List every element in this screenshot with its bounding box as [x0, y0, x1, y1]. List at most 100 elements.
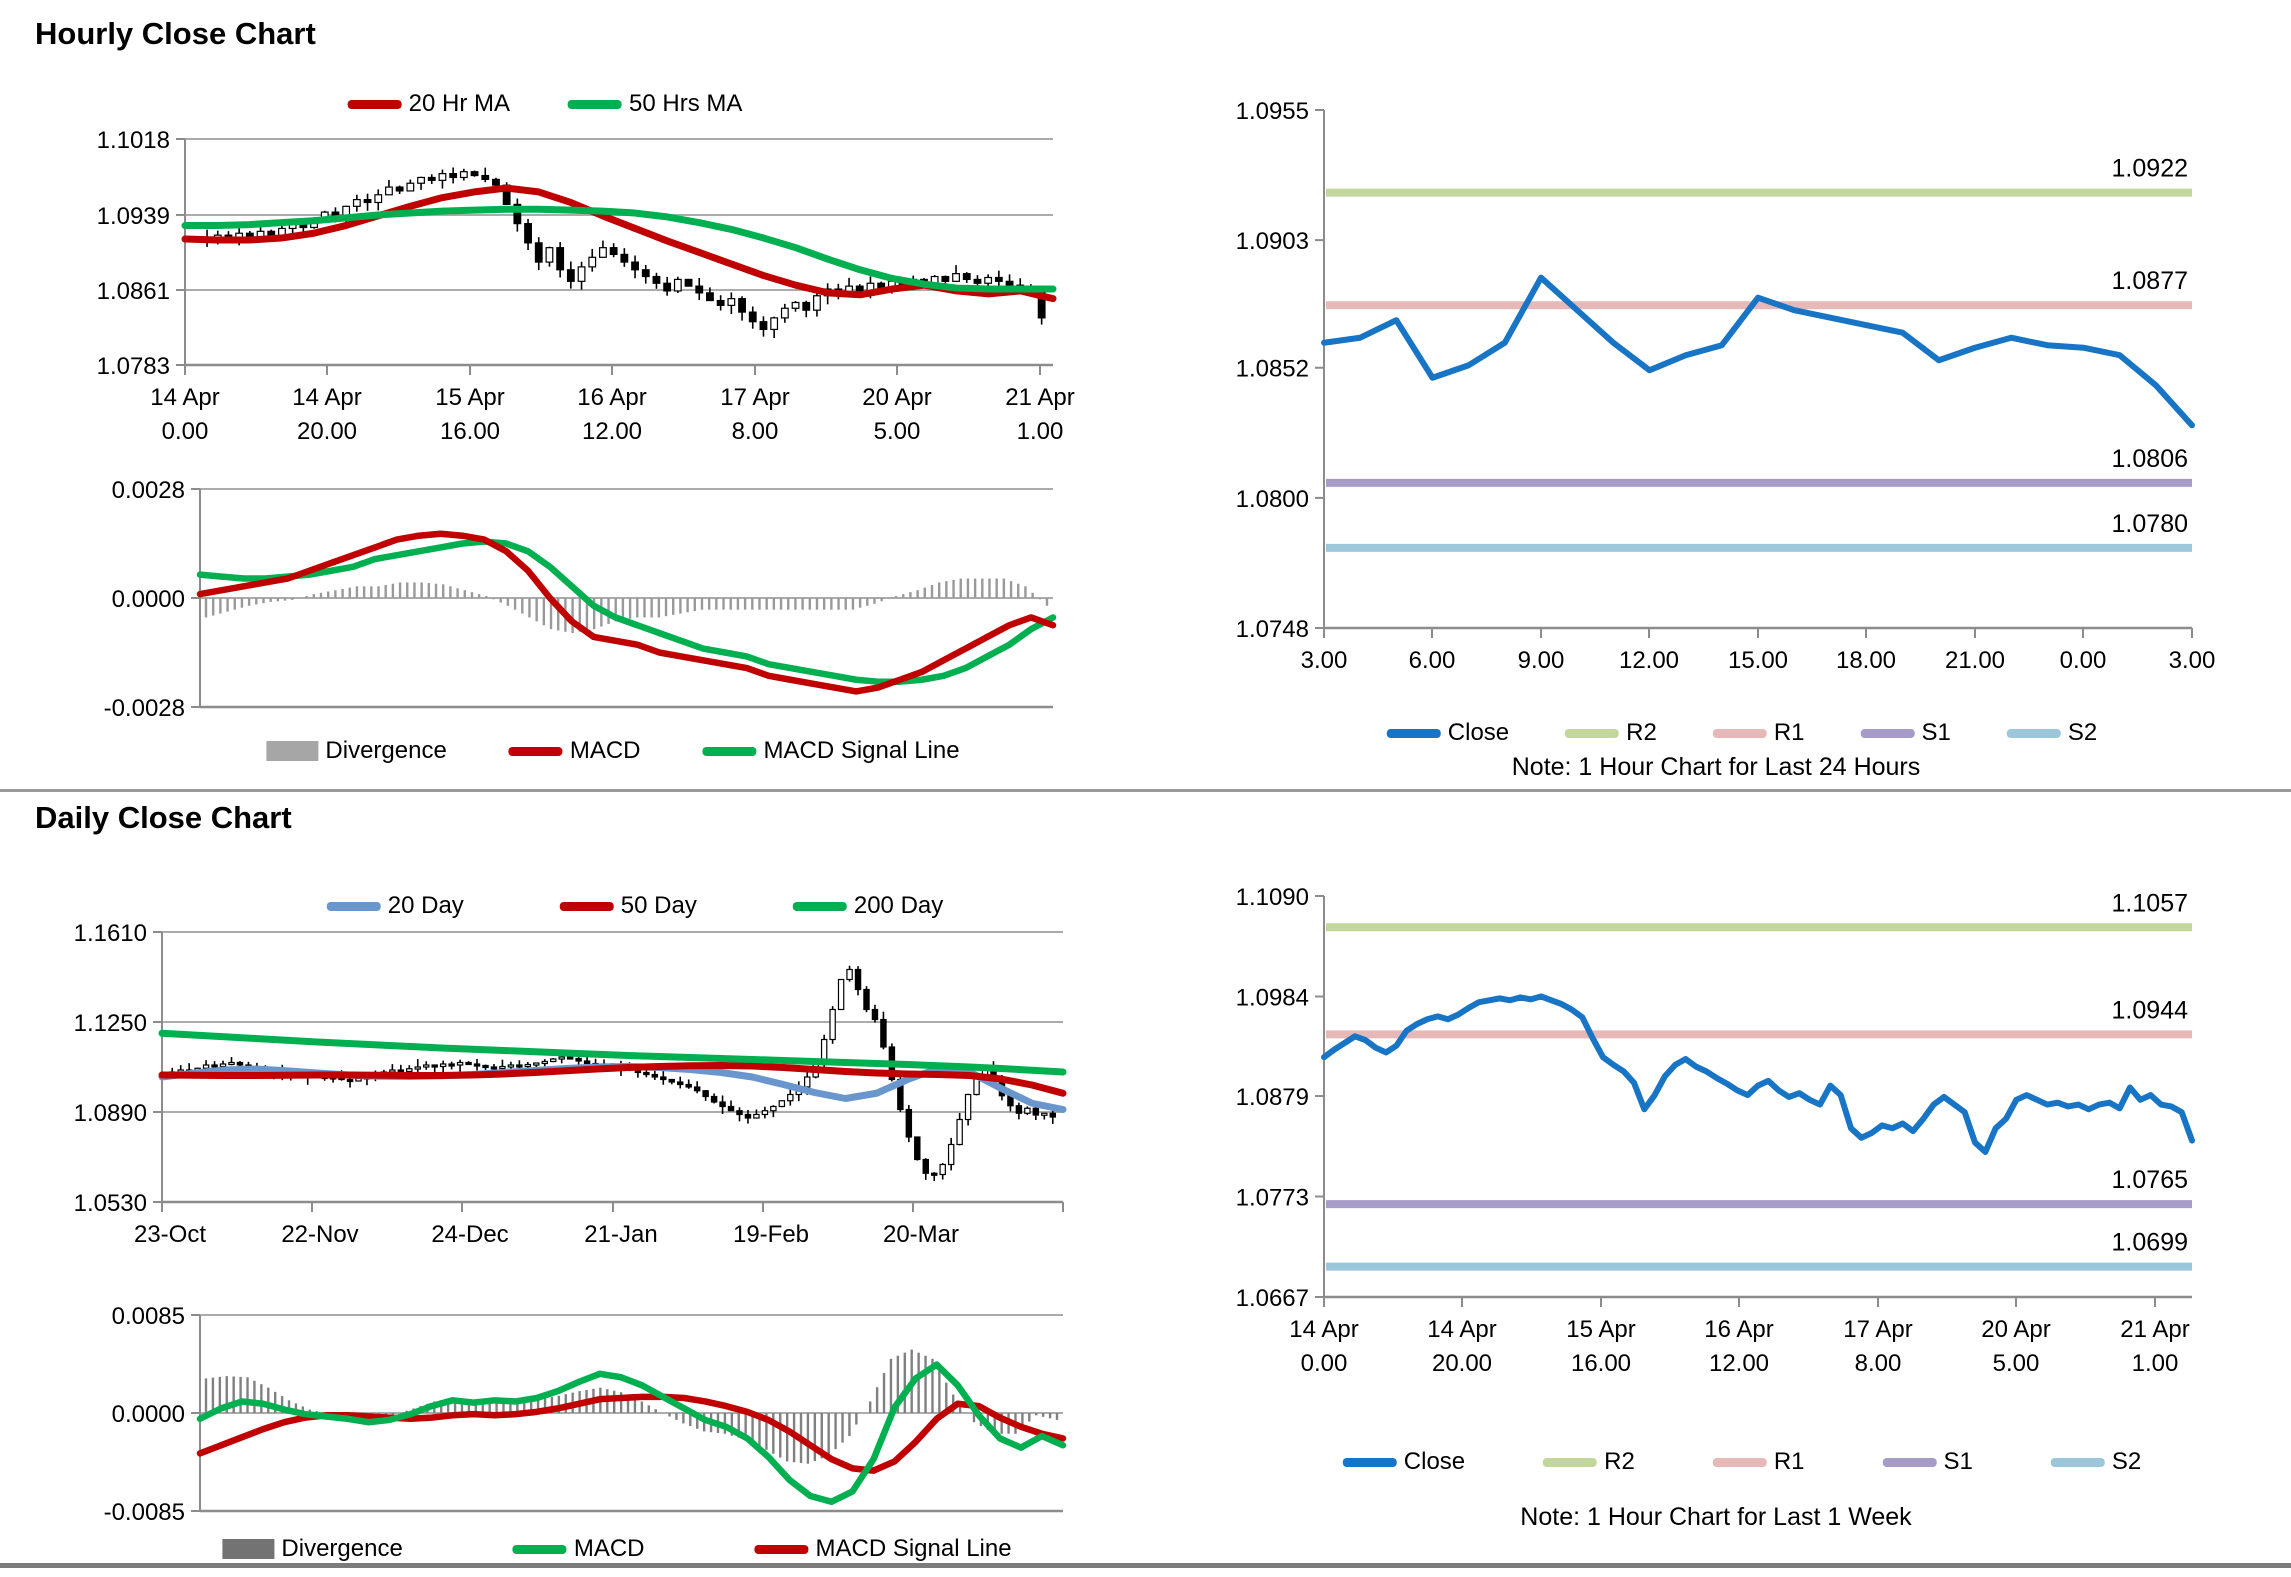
chart-hourly-macd: 0.0028 0.0000 -0.0028 [104, 477, 1057, 722]
hourly-chart-title: Hourly Close Chart [35, 16, 316, 51]
legend-item-macd-signal-line: MACD Signal Line [754, 1535, 1012, 1563]
legend-line-swatch [2006, 728, 2061, 738]
svg-text:21-Jan: 21-Jan [584, 1221, 657, 1248]
svg-text:20 Apr: 20 Apr [862, 384, 931, 411]
svg-text:0.00: 0.00 [2060, 647, 2107, 674]
svg-text:5.00: 5.00 [1993, 1350, 2040, 1377]
svg-text:1.00: 1.00 [2132, 1350, 2179, 1377]
legend-label: 20 Day [387, 892, 464, 919]
daily-macd-macd-line [196, 1361, 1067, 1506]
daily-chart-title: Daily Close Chart [35, 800, 292, 835]
svg-text:1.1018: 1.1018 [97, 127, 170, 154]
svg-text:14 Apr: 14 Apr [150, 384, 219, 411]
hourly-macd-macd-line [196, 530, 1057, 695]
chart-hourly-price: 1.1018 1.0939 1.0861 1.0783 14 Apr 0.00 14 Apr… [97, 127, 1075, 445]
svg-text:12.00: 12.00 [1619, 647, 1679, 674]
legend-box-swatch [222, 1539, 275, 1559]
svg-text:12.00: 12.00 [582, 418, 642, 445]
legend-label: 20 Hr MA [408, 90, 510, 117]
svg-text:8.00: 8.00 [1855, 1350, 1902, 1377]
daily-macd-legend: Divergence MACD MACD Signal Line [222, 1535, 1012, 1563]
daily-price-legend: 20 Day 50 Day 200 Day [326, 892, 943, 920]
hourly-price-series-50-hrs-ma [181, 205, 1057, 293]
svg-text:17 Apr: 17 Apr [720, 384, 789, 411]
legend-label: S1 [1943, 1448, 1973, 1475]
svg-text:1.0903: 1.0903 [1236, 228, 1309, 255]
svg-text:1.0765: 1.0765 [2112, 1166, 2188, 1194]
svg-text:24-Dec: 24-Dec [431, 1221, 508, 1248]
svg-text:16 Apr: 16 Apr [1704, 1316, 1773, 1343]
svg-text:0.0000: 0.0000 [112, 1401, 185, 1428]
legend-label: MACD [573, 1535, 645, 1562]
legend-label: 50 Hrs MA [629, 90, 743, 117]
legend-line-swatch [1342, 1457, 1397, 1467]
legend-line-swatch [2050, 1457, 2105, 1467]
svg-text:1.00: 1.00 [1017, 418, 1064, 445]
svg-text:14 Apr: 14 Apr [1427, 1316, 1496, 1343]
svg-text:16.00: 16.00 [1571, 1350, 1631, 1377]
legend-label: 50 Day [620, 892, 697, 919]
legend-line-swatch [1565, 728, 1620, 738]
svg-text:1.0748: 1.0748 [1236, 616, 1309, 643]
svg-text:1.1090: 1.1090 [1236, 884, 1309, 911]
svg-text:1.0877: 1.0877 [2112, 267, 2188, 295]
legend-item-s2: S2 [2006, 719, 2097, 747]
svg-text:1.0922: 1.0922 [2112, 155, 2188, 183]
svg-text:15 Apr: 15 Apr [1566, 1316, 1635, 1343]
svg-text:-0.0085: -0.0085 [104, 1499, 185, 1526]
svg-text:14 Apr: 14 Apr [1289, 1316, 1358, 1343]
svg-text:1.0944: 1.0944 [2112, 996, 2189, 1024]
legend-item-macd: MACD [512, 1535, 645, 1563]
hourly-macd-legend: Divergence MACD MACD Signal Line [266, 737, 960, 765]
legend-box-swatch [266, 741, 319, 761]
legend-label: Close [1447, 719, 1510, 746]
legend-line-swatch [754, 1544, 809, 1554]
hourly-price-legend: 20 Hr MA 50 Hrs MA [347, 90, 743, 118]
svg-text:1.0780: 1.0780 [2112, 510, 2188, 538]
svg-text:1.1057: 1.1057 [2112, 889, 2188, 917]
legend-item-s1: S1 [1882, 1448, 1973, 1476]
legend-label: R2 [1604, 1448, 1635, 1475]
hourly-price-series-20-hr-ma [181, 184, 1057, 303]
weekly-sr-legend: Close R2 R1 S1 S2 [1342, 1448, 2141, 1476]
svg-text:9.00: 9.00 [1518, 647, 1565, 674]
legend-line-swatch [568, 99, 622, 109]
svg-text:19-Feb: 19-Feb [733, 1221, 809, 1248]
legend-label: R1 [1773, 719, 1805, 746]
legend-label: Divergence [281, 1535, 403, 1562]
legend-item-close: Close [1386, 719, 1510, 747]
svg-text:0.0000: 0.0000 [112, 586, 185, 613]
legend-item-divergence: Divergence [266, 737, 447, 765]
legend-label: MACD [569, 737, 641, 764]
legend-line-swatch [1386, 728, 1441, 738]
legend-line-swatch [347, 99, 402, 109]
legend-line-swatch [792, 901, 847, 911]
svg-text:15 Apr: 15 Apr [435, 384, 504, 411]
chart-weekly-sr: 1.1090 1.0984 1.0879 1.0773 1.0667 14 Apr 0.00… [1236, 884, 2195, 1377]
svg-text:20.00: 20.00 [1432, 1350, 1492, 1377]
svg-text:23-Oct: 23-Oct [134, 1221, 206, 1248]
daily-price-series-200-day [158, 1029, 1067, 1076]
hourly-sr-legend: Close R2 R1 S1 S2 [1386, 719, 2097, 747]
svg-text:1.0984: 1.0984 [1236, 984, 1309, 1011]
daily-price-series-50-day [158, 1062, 1067, 1097]
legend-line-swatch [508, 746, 563, 756]
legend-item-s1: S1 [1860, 719, 1951, 747]
svg-text:1.0955: 1.0955 [1236, 98, 1309, 125]
svg-text:16 Apr: 16 Apr [577, 384, 646, 411]
legend-item-macd: MACD [508, 737, 641, 765]
legend-item-20-day: 20 Day [326, 892, 464, 920]
svg-text:21 Apr: 21 Apr [2120, 1316, 2189, 1343]
svg-text:20.00: 20.00 [297, 418, 357, 445]
legend-label: R2 [1626, 719, 1657, 746]
svg-text:0.0028: 0.0028 [112, 477, 185, 504]
legend-item-20-hr-ma: 20 Hr MA [347, 90, 510, 118]
legend-item-divergence: Divergence [222, 1535, 403, 1563]
svg-text:0.0085: 0.0085 [112, 1303, 185, 1330]
legend-line-swatch [1543, 1457, 1598, 1467]
legend-line-swatch [559, 901, 614, 911]
svg-text:12.00: 12.00 [1709, 1350, 1769, 1377]
legend-item-close: Close [1342, 1448, 1465, 1476]
legend-line-swatch [1882, 1457, 1937, 1467]
